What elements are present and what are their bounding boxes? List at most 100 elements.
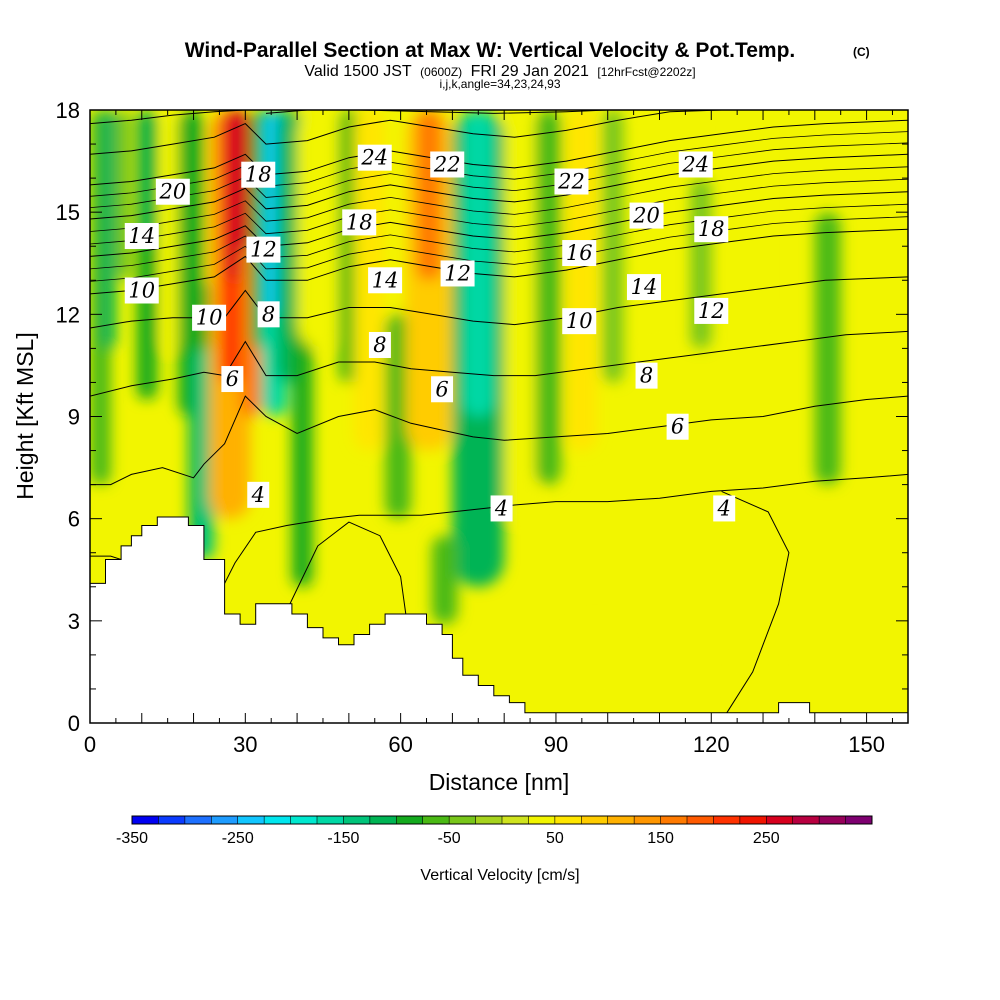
colorbar-swatch (845, 816, 873, 824)
colorbar-title: Vertical Velocity [cm/s] (420, 867, 579, 884)
contour-label-text: 16 (566, 241, 593, 265)
velocity-cell (535, 110, 562, 485)
colorbar-swatch (369, 816, 397, 824)
contour-label-text: 6 (226, 367, 239, 391)
forecast-label: [12hrFcst@2202z] (597, 65, 695, 79)
contour-label-text: 10 (566, 309, 593, 333)
valid-time-label: Valid 1500 JST (304, 63, 412, 80)
contour-label: 14 (124, 223, 159, 250)
theta-contour-22 (90, 110, 246, 125)
contour-label-box (666, 413, 689, 440)
theta-contour-4 (721, 490, 790, 714)
colorbar-tick-label: -350 (116, 830, 148, 847)
colorbar-swatch (475, 816, 503, 824)
contour-label-box (431, 376, 454, 403)
colorbar-swatch (660, 816, 688, 824)
contour-label-box (562, 308, 597, 335)
colorbar-swatch (317, 816, 344, 824)
y-tick-label: 9 (68, 405, 80, 430)
contour-label: 8 (368, 331, 391, 358)
velocity-cell (649, 110, 670, 349)
contour-label-text: 22 (433, 152, 461, 176)
velocity-cell (504, 110, 536, 519)
colorbar-swatch (184, 816, 212, 824)
contour-label: 8 (257, 301, 280, 328)
valid-date-label: FRI 29 Jan 2021 (471, 63, 589, 80)
contour-label: 12 (246, 236, 281, 263)
contour-label-box (629, 202, 664, 229)
colorbar-swatch (792, 816, 820, 824)
contour-label-text: 8 (262, 302, 275, 326)
contour-label-text: 8 (373, 333, 386, 357)
contour-label-box (678, 151, 713, 178)
velocity-cell (162, 110, 179, 349)
velocity-cell (566, 110, 598, 451)
colorbar-tick-label: 150 (647, 830, 674, 847)
contour-label: 10 (124, 277, 159, 304)
theta-contour-4 (286, 521, 407, 615)
theta-contour-8 (90, 330, 908, 397)
contour-label-text: 20 (632, 204, 660, 228)
theta-contour-24 (359, 110, 608, 114)
velocity-cell (566, 620, 624, 713)
velocity-cell (115, 110, 132, 281)
contour-label: 6 (666, 413, 689, 440)
velocity-cell (276, 110, 303, 383)
contour-label-text: 22 (557, 170, 585, 194)
terrain-profile (90, 516, 908, 723)
contour-label: 10 (192, 304, 227, 331)
contour-label-text: 24 (360, 146, 388, 170)
velocity-cell (814, 212, 841, 485)
colorbar-swatch (739, 816, 767, 824)
copyright-mark: (C) (853, 45, 870, 59)
contour-label: 18 (241, 161, 276, 188)
x-tick-label: 120 (693, 732, 730, 757)
contour-label-text: 18 (245, 163, 272, 187)
colorbar-swatch (158, 816, 186, 824)
y-tick-label: 12 (56, 302, 80, 327)
colorbar-swatch (343, 816, 371, 824)
contour-label: 18 (694, 216, 729, 243)
contour-label-text: 14 (631, 275, 658, 299)
y-tick-label: 15 (56, 200, 80, 225)
x-tick-label: 60 (388, 732, 412, 757)
colorbar-swatch (211, 816, 239, 824)
contour-label-box (554, 168, 589, 195)
colorbar-swatch (554, 816, 582, 824)
theta-contour-14 (90, 191, 908, 257)
colorbar-tick-label: 50 (546, 830, 564, 847)
contour-label-text: 8 (640, 364, 653, 388)
contour-label-text: 12 (698, 299, 725, 323)
contour-label-text: 4 (717, 496, 731, 520)
contour-label-box (490, 495, 513, 522)
contour-label-box (430, 151, 465, 178)
contour-label-text: 14 (128, 224, 155, 248)
contour-label: 8 (635, 362, 658, 389)
velocity-cell (737, 654, 774, 713)
colorbar-tick-label: -50 (438, 830, 461, 847)
contour-label-box (192, 304, 227, 331)
velocity-cell (431, 535, 458, 625)
colorbar-swatch (290, 816, 318, 824)
contour-label: 22 (430, 151, 465, 178)
theta-contour-16 (90, 153, 908, 220)
x-tick-label: 90 (544, 732, 568, 757)
velocity-cell (731, 110, 764, 315)
contour-label-box (342, 209, 377, 236)
contour-label-box (247, 481, 270, 508)
contour-label: 14 (368, 267, 403, 294)
theta-contour-minor (90, 142, 908, 208)
theta-contour-minor (90, 166, 908, 232)
colorbar-swatch (713, 816, 741, 824)
contour-label-box (124, 277, 159, 304)
contour-label: 20 (629, 202, 664, 229)
velocity-cell (100, 110, 116, 349)
contour-label: 6 (431, 376, 454, 403)
colorbar-swatch (396, 816, 424, 824)
colorbar: -350 -250 -150 -50 50 150 250 Vertical Velocit… (116, 815, 873, 884)
theta-contour-12 (90, 228, 908, 295)
velocity-cell (291, 314, 313, 587)
velocity-cell (416, 110, 443, 281)
colorbar-tick-label: -150 (327, 830, 359, 847)
x-axis-title: Distance [nm] (429, 769, 570, 795)
